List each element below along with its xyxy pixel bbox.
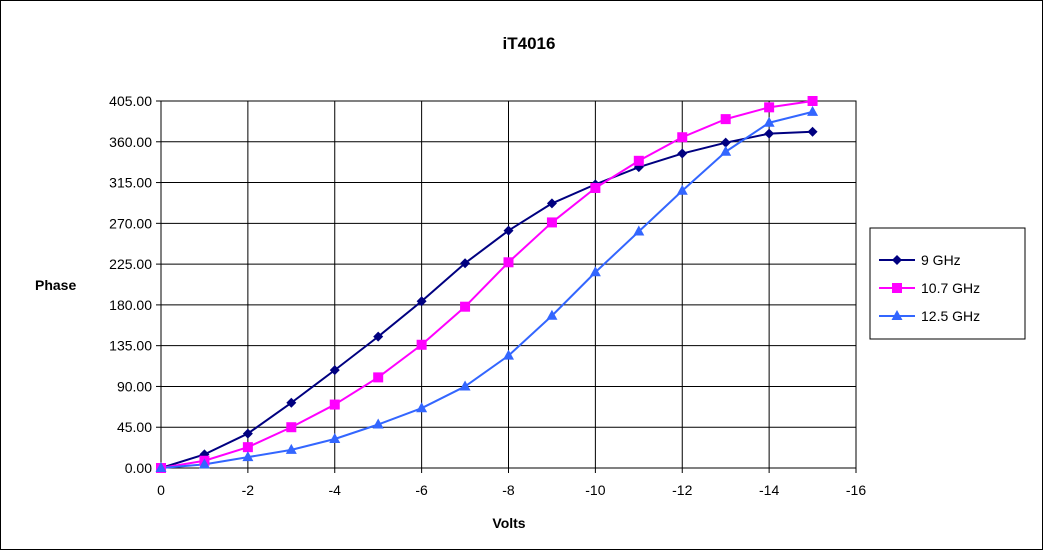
series-markers bbox=[155, 96, 819, 473]
data-point bbox=[503, 257, 514, 268]
y-tick-label: 315.00 bbox=[109, 175, 152, 191]
data-point bbox=[676, 184, 688, 195]
legend-item: 10.7 GHz bbox=[879, 280, 980, 296]
data-point bbox=[372, 418, 384, 429]
data-point bbox=[720, 137, 731, 148]
legend-marker bbox=[892, 283, 902, 293]
data-point bbox=[807, 96, 818, 106]
legend-marker bbox=[892, 255, 902, 265]
data-point bbox=[633, 225, 645, 236]
legend: 9 GHz 10.7 GHz 12.5 GHz bbox=[869, 227, 1026, 340]
y-tick-label: 90.00 bbox=[117, 378, 152, 394]
y-tick-label: 225.00 bbox=[109, 256, 152, 272]
x-tick-label: -4 bbox=[329, 482, 342, 498]
y-tick-label: 0.00 bbox=[125, 460, 152, 476]
series-line bbox=[160, 130, 813, 469]
x-tick-label: -6 bbox=[415, 482, 428, 498]
chart-title: iT4016 bbox=[503, 34, 556, 53]
data-point bbox=[416, 402, 428, 413]
y-tick-label: 45.00 bbox=[117, 419, 152, 435]
data-point bbox=[373, 372, 384, 383]
x-tick-label: -10 bbox=[585, 482, 605, 498]
data-point bbox=[503, 349, 514, 360]
data-point bbox=[373, 331, 384, 342]
data-point bbox=[416, 339, 427, 350]
series-lines bbox=[160, 100, 813, 469]
data-point bbox=[460, 258, 471, 269]
x-axis-title: Volts bbox=[492, 515, 525, 531]
legend-item: 12.5 GHz bbox=[879, 308, 980, 324]
data-point bbox=[329, 365, 340, 376]
data-point bbox=[285, 443, 297, 454]
y-axis-title: Phase bbox=[35, 277, 76, 293]
data-point bbox=[764, 128, 775, 139]
data-point bbox=[590, 182, 601, 193]
series-line bbox=[160, 110, 813, 469]
data-point bbox=[677, 132, 688, 143]
data-point bbox=[459, 380, 471, 391]
data-point bbox=[460, 301, 471, 312]
data-point bbox=[720, 114, 731, 125]
x-tick-label: -16 bbox=[846, 482, 866, 498]
y-tick-label: 360.00 bbox=[109, 134, 152, 150]
data-point bbox=[807, 126, 818, 137]
data-point bbox=[764, 102, 775, 113]
y-tick-label: 135.00 bbox=[109, 338, 152, 354]
data-point bbox=[633, 155, 644, 166]
data-point bbox=[546, 217, 557, 228]
legend-label: 10.7 GHz bbox=[921, 280, 980, 296]
data-point bbox=[286, 422, 297, 433]
legend-item: 9 GHz bbox=[879, 252, 961, 268]
y-tick-label: 405.00 bbox=[109, 93, 152, 109]
data-point bbox=[416, 296, 427, 307]
legend-label: 9 GHz bbox=[921, 252, 961, 268]
y-tick-label: 180.00 bbox=[109, 297, 152, 313]
legend-marker bbox=[891, 310, 903, 320]
data-point bbox=[242, 442, 253, 453]
y-tick-label: 270.00 bbox=[109, 215, 152, 231]
data-point bbox=[329, 399, 340, 410]
data-point bbox=[503, 225, 514, 236]
data-point bbox=[807, 105, 819, 116]
x-tick-label: -2 bbox=[242, 482, 255, 498]
series-line bbox=[160, 100, 813, 469]
x-tick-label: -12 bbox=[672, 482, 692, 498]
x-axis: 0 -2 -4 -6 -8 -10 -12 -14 -16 bbox=[157, 468, 866, 498]
data-point bbox=[198, 458, 210, 469]
data-point bbox=[329, 433, 341, 444]
data-point bbox=[242, 451, 254, 462]
data-point bbox=[286, 397, 297, 408]
data-point bbox=[155, 462, 167, 472]
data-point bbox=[546, 309, 558, 320]
data-point bbox=[677, 148, 688, 159]
y-axis: 0.00 45.00 90.00 135.00 180.00 225.00 270.00 31… bbox=[109, 93, 161, 476]
x-tick-label: -14 bbox=[759, 482, 779, 498]
data-point bbox=[546, 198, 557, 209]
data-point bbox=[589, 266, 601, 277]
legend-label: 12.5 GHz bbox=[921, 308, 980, 324]
data-point bbox=[763, 116, 775, 127]
data-point bbox=[242, 428, 253, 439]
x-tick-label: -8 bbox=[502, 482, 515, 498]
x-tick-label: 0 bbox=[157, 482, 165, 498]
data-point bbox=[720, 145, 732, 156]
